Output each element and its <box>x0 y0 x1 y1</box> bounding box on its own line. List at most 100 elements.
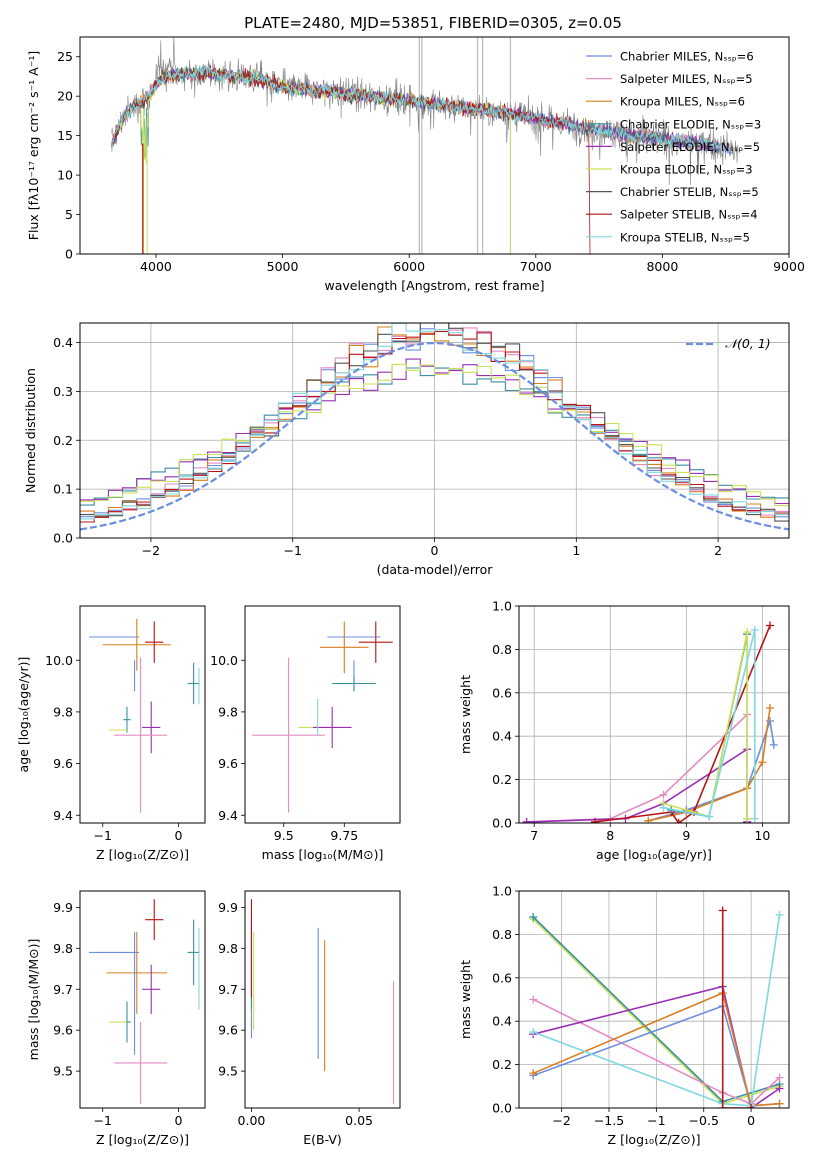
y-tick-label: 10.0 <box>45 653 73 668</box>
x-tick-label: 0.05 <box>345 1113 373 1128</box>
y-tick-label: 9.8 <box>218 704 238 719</box>
ticks: −2 −1.5 −1 −0.5 0 0.0 0.2 0.4 0.6 0.8 1.0 <box>492 884 755 1129</box>
x-tick-label: 5000 <box>267 259 299 274</box>
y-tick-label: 0.2 <box>53 433 73 448</box>
y-tick-label: 5 <box>65 207 73 222</box>
weight-line <box>532 998 781 1105</box>
x-tick-label: −2 <box>552 1113 570 1128</box>
legend-label: Chabrier STELIB, Nₛₛₚ=5 <box>620 185 759 199</box>
weight-marker <box>765 717 774 726</box>
weight-marker <box>705 812 714 821</box>
model-spectrum-line <box>111 64 720 153</box>
x-tick-label: 0 <box>175 1113 183 1128</box>
x-tick-label: −1 <box>647 1113 665 1128</box>
y-tick-label: 0.0 <box>492 816 512 831</box>
x-axis-label: Z [log₁₀(Z/Z⊙)] <box>96 1132 189 1147</box>
y-tick-label: 9.9 <box>218 900 238 915</box>
y-tick-label: 9.4 <box>218 808 238 823</box>
y-tick-label: 0.0 <box>492 1101 512 1116</box>
y-tick-label: 9.5 <box>53 1064 73 1079</box>
axes-frame <box>79 36 790 255</box>
x-axis-label: (data-model)/error <box>377 562 494 577</box>
ticks: −1 0 9.4 9.6 9.8 10.0 <box>45 653 182 843</box>
errorbar-point <box>358 621 393 663</box>
x-tick-label: −1 <box>94 1113 112 1128</box>
y-tick-label: 9.9 <box>53 900 73 915</box>
y-tick-label: 9.5 <box>218 1064 238 1079</box>
x-tick-label: −1 <box>94 828 112 843</box>
errorbar-point <box>114 1022 168 1104</box>
errorbar-point <box>332 675 376 692</box>
axes-frame <box>79 605 206 824</box>
x-tick-label: 9 <box>682 828 690 843</box>
x-tick-label: 8 <box>606 828 614 843</box>
y-tick-label: 0.1 <box>53 482 73 497</box>
residual-histogram <box>80 323 789 518</box>
normal-curve <box>80 341 789 531</box>
panel-age-vs-mass: 9.5 9.75 9.4 9.6 9.8 10.0 mass [log₁₀(M/M⊙)] <box>210 605 401 862</box>
y-tick-label: 9.6 <box>53 1023 73 1038</box>
y-axis-label: mass weight <box>458 675 473 754</box>
y-tick-label: 9.6 <box>218 1023 238 1038</box>
y-tick-label: 9.8 <box>53 941 73 956</box>
y-tick-label: 0.2 <box>492 1057 512 1072</box>
x-tick-label: −2 <box>142 543 160 558</box>
weight-marker <box>718 906 727 915</box>
weight-marker <box>529 1028 538 1037</box>
y-axis-label: age [log₁₀(age/yr)] <box>16 657 31 773</box>
y-tick-label: 1.0 <box>492 884 512 899</box>
x-tick-label: 6000 <box>393 259 425 274</box>
plot-area <box>89 899 200 1104</box>
gridlines <box>519 890 789 1109</box>
panel-mass-vs-ebv: 0.00 0.05 9.5 9.6 9.7 9.8 9.9 E(B-V) <box>218 890 401 1147</box>
y-axis-label: mass [log₁₀(M/M⊙)] <box>26 939 41 1061</box>
errorbar-point <box>106 931 168 1014</box>
errorbar-point <box>114 657 168 813</box>
errorbar-point <box>102 618 171 671</box>
weight-marker <box>522 817 531 823</box>
weight-marker <box>758 758 767 767</box>
errorbar-point <box>123 706 131 733</box>
legend-label: Kroupa STELIB, Nₛₛₚ=5 <box>620 230 750 244</box>
weight-marker <box>775 1084 784 1093</box>
weight-marker <box>743 628 752 637</box>
y-tick-label: 9.8 <box>53 704 73 719</box>
y-tick-label: 10.0 <box>210 653 238 668</box>
errorbar-point <box>312 706 352 749</box>
y-tick-label: 0.4 <box>53 335 73 350</box>
y-tick-label: 0 <box>65 247 73 262</box>
residual-histogram <box>80 323 789 520</box>
legend-label: Kroupa ELODIE, Nₛₛₚ=3 <box>620 163 753 177</box>
y-axis-label: Normed distribution <box>23 368 38 493</box>
plot-area <box>89 618 200 813</box>
residual-histogram <box>80 323 789 518</box>
legend-label: Salpeter STELIB, Nₛₛₚ=4 <box>620 208 758 222</box>
errorbar-point <box>320 621 369 674</box>
weight-line <box>721 910 752 1108</box>
panel-residuals: −2 −1 0 1 2 0.0 0.1 0.2 0.3 0.4 (data-model)/error… <box>23 322 790 577</box>
weight-marker <box>529 913 538 922</box>
ticks: −2 −1 0 1 2 0.0 0.1 0.2 0.3 0.4 <box>53 335 722 558</box>
y-tick-label: 9.7 <box>218 982 238 997</box>
panel-mass-vs-Z: −1 0 9.5 9.6 9.7 9.8 9.9 Z [log₁₀(Z/Z⊙)] mass [l… <box>26 890 206 1147</box>
weight-marker <box>529 1069 538 1078</box>
y-tick-label: 0.4 <box>492 1014 512 1029</box>
x-tick-label: −1 <box>283 543 301 558</box>
y-tick-label: 9.6 <box>218 756 238 771</box>
y-tick-label: 9.7 <box>53 982 73 997</box>
x-axis-label: E(B-V) <box>303 1132 342 1147</box>
legend-label: Chabrier MILES, Nₛₛₚ=6 <box>620 50 754 64</box>
x-axis-label: age [log₁₀(age/yr)] <box>596 847 712 862</box>
x-tick-label: 9.5 <box>274 828 294 843</box>
errorbar-point <box>142 701 161 754</box>
weight-marker <box>775 1099 784 1108</box>
errorbar-point <box>187 662 200 705</box>
axes-frame <box>79 890 206 1109</box>
y-tick-label: 25 <box>57 49 73 64</box>
ticks: −1 0 9.5 9.6 9.7 9.8 9.9 <box>53 900 182 1128</box>
x-tick-label: 9000 <box>773 259 805 274</box>
residual-histogram <box>80 323 789 522</box>
weight-marker <box>765 621 774 630</box>
errorbar-point <box>145 899 164 941</box>
